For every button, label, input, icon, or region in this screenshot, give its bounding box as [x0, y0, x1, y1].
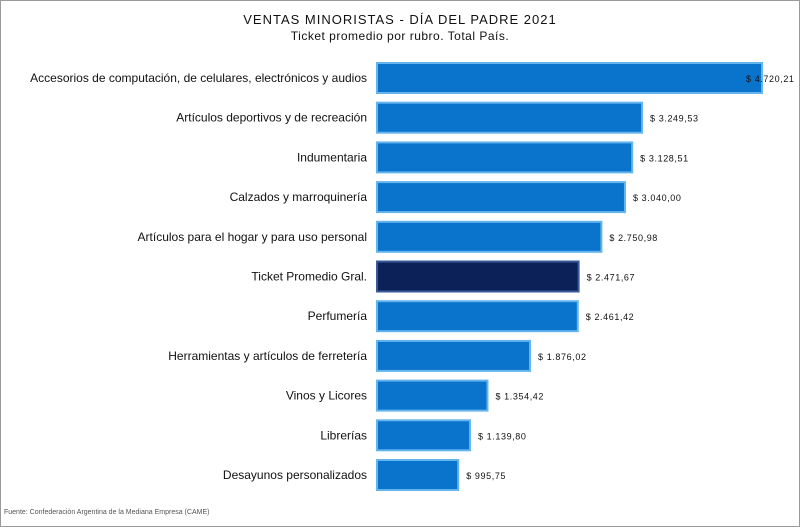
chart-title: VENTAS MINORISTAS - DÍA DEL PADRE 2021 — [243, 12, 557, 27]
value-label: $ 2.750,98 — [609, 233, 658, 243]
value-label: $ 4.720,21 — [746, 74, 795, 84]
bar — [376, 220, 603, 253]
value-label: $ 1.354,42 — [495, 392, 544, 402]
category-label: Artículos deportivos y de recreación — [176, 111, 367, 125]
value-label: $ 1.876,02 — [538, 352, 587, 362]
chart-subtitle: Ticket promedio por rubro. Total País. — [290, 29, 510, 43]
bar — [376, 339, 532, 372]
bar — [376, 379, 489, 412]
bar — [376, 300, 579, 333]
bar — [376, 101, 644, 134]
category-label: Ticket Promedio Gral. — [251, 270, 367, 284]
source-note: Fuente: Confederación Argentina de la Me… — [4, 509, 210, 516]
category-label: Calzados y marroquinería — [230, 190, 368, 204]
value-label: $ 2.471,67 — [587, 273, 636, 283]
category-label: Artículos para el hogar y para uso perso… — [138, 230, 367, 244]
category-label: Accesorios de computación, de celulares,… — [30, 71, 367, 85]
category-label: Librerías — [320, 428, 367, 442]
category-label: Vinos y Licores — [286, 389, 367, 403]
category-label: Desayunos personalizados — [223, 468, 367, 482]
value-label: $ 1.139,80 — [478, 431, 527, 441]
value-label: $ 2.461,42 — [586, 312, 635, 322]
bar-highlight — [376, 260, 580, 293]
bar — [376, 181, 626, 214]
bar — [376, 419, 471, 452]
category-label: Indumentaria — [297, 150, 367, 164]
category-label: Herramientas y artículos de ferretería — [168, 349, 367, 363]
bar — [376, 62, 763, 94]
value-label: $ 3.249,53 — [650, 114, 699, 124]
value-label: $ 3.040,00 — [633, 193, 682, 203]
bar — [376, 141, 634, 174]
value-label: $ 3.128,51 — [640, 153, 689, 163]
bar — [376, 459, 460, 491]
category-label: Perfumería — [308, 309, 368, 323]
value-label: $ 995,75 — [466, 471, 506, 481]
